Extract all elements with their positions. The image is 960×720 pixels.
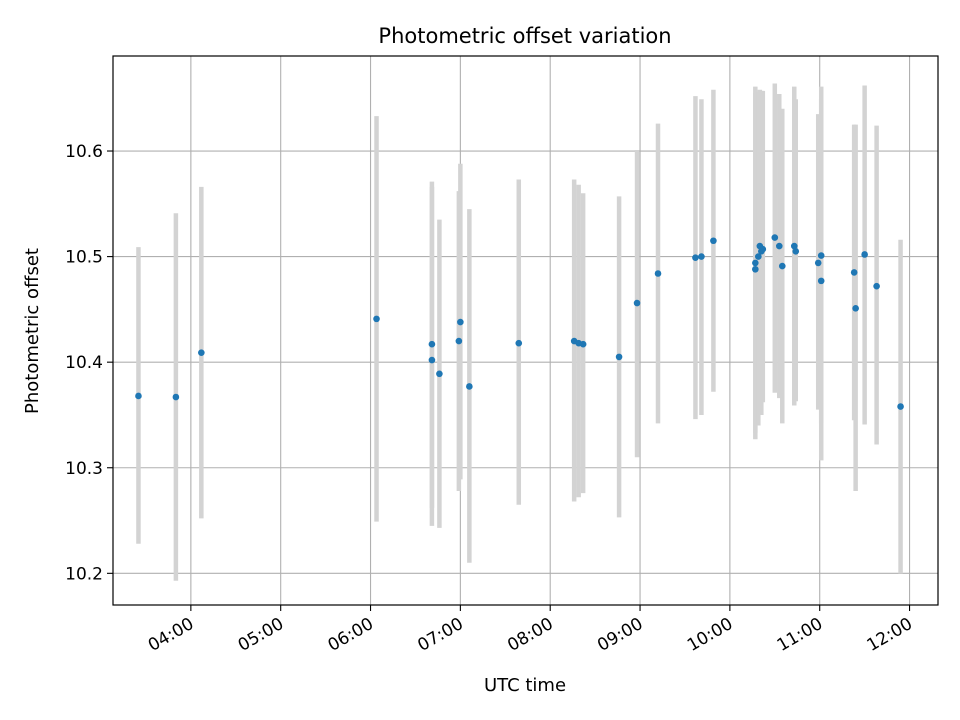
data-point <box>436 370 443 378</box>
error-bars <box>136 83 903 581</box>
data-point <box>135 392 142 400</box>
y-tick-label: 10.4 <box>65 353 103 373</box>
x-axis-ticks: 04:00 05:00 06:00 07:00 08:00 09:00 10:00 11:00… <box>145 605 916 656</box>
y-tick-label: 10.3 <box>65 459 103 479</box>
plot-frame <box>112 55 939 606</box>
data-point <box>861 251 868 258</box>
y-tick-label: 10.6 <box>65 142 103 162</box>
x-axis-label: UTC time <box>484 675 566 696</box>
data-point <box>455 337 463 345</box>
data-point <box>852 305 859 312</box>
data-point <box>759 245 767 253</box>
data-point <box>198 349 205 356</box>
data-point <box>615 353 623 361</box>
data-point <box>755 253 762 260</box>
data-point <box>654 270 662 277</box>
y-axis-label: Photometric offset <box>22 248 43 414</box>
data-point <box>817 277 825 285</box>
data-point <box>428 356 436 364</box>
data-point <box>457 318 464 326</box>
grid-lines <box>113 56 938 605</box>
x-tick-label: 10:00 <box>684 614 736 656</box>
data-points <box>135 234 904 410</box>
data-point <box>579 340 587 348</box>
x-tick-label: 05:00 <box>235 614 287 656</box>
x-tick-label: 04:00 <box>145 614 197 656</box>
data-point <box>771 234 779 241</box>
x-tick-label: 07:00 <box>414 614 466 656</box>
data-point <box>172 393 180 401</box>
x-tick-label: 12:00 <box>864 614 916 656</box>
data-point <box>698 253 705 260</box>
data-point <box>873 282 880 290</box>
data-point <box>710 237 717 245</box>
x-tick-label: 11:00 <box>774 614 826 656</box>
data-point <box>897 403 904 410</box>
data-point <box>428 340 436 348</box>
data-point <box>792 248 800 255</box>
data-point <box>814 259 822 267</box>
chart-title: Photometric offset variation <box>378 24 671 48</box>
y-tick-label: 10.5 <box>65 248 103 268</box>
y-tick-label: 10.2 <box>65 564 103 584</box>
x-tick-label: 06:00 <box>325 614 377 656</box>
data-point <box>466 383 473 390</box>
data-point <box>692 254 699 261</box>
data-point <box>790 242 798 250</box>
data-point <box>752 259 759 267</box>
data-point <box>373 315 380 323</box>
data-point <box>633 299 641 307</box>
data-point <box>850 269 858 276</box>
y-axis-ticks: 10.2 10.3 10.4 10.5 10.6 <box>65 142 113 584</box>
data-point <box>778 262 786 270</box>
data-point <box>817 252 825 259</box>
data-point <box>515 339 523 347</box>
data-point <box>752 265 759 273</box>
x-tick-label: 08:00 <box>504 614 556 656</box>
x-tick-label: 09:00 <box>594 614 646 656</box>
data-point <box>775 242 783 250</box>
